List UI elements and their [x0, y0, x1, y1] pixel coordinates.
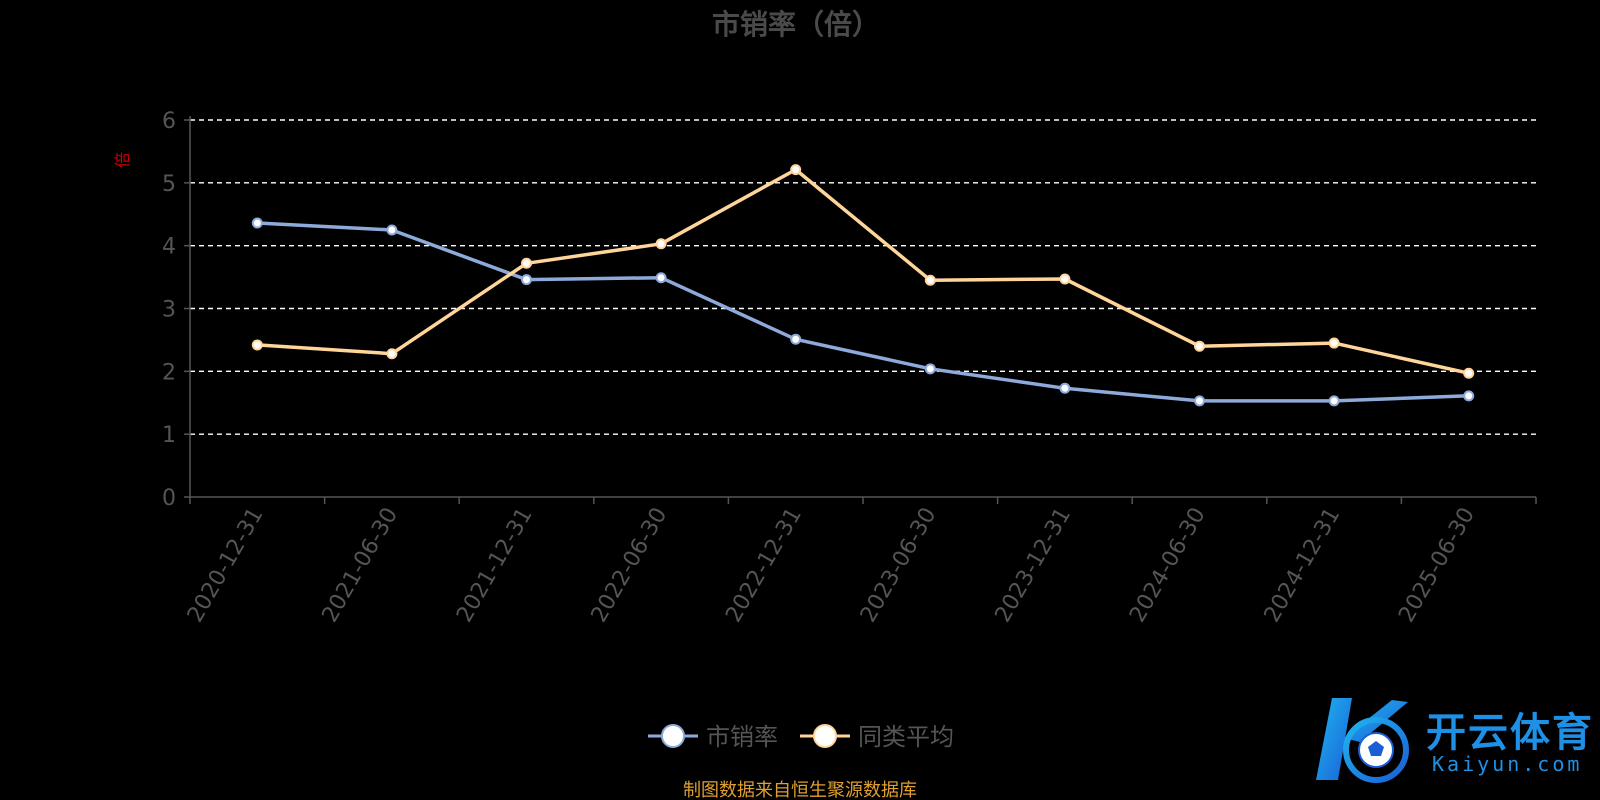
x-tick-label: 2020-12-31 [183, 504, 269, 627]
x-tick-label: 2021-12-31 [452, 504, 538, 627]
football-logo-icon [1316, 698, 1409, 783]
legend-label-1[interactable]: 市销率 [706, 723, 778, 751]
data-point-2[interactable] [924, 274, 936, 286]
y-tick-label: 0 [162, 486, 176, 511]
y-tick-label: 1 [162, 423, 176, 448]
data-point-1[interactable] [1059, 382, 1071, 394]
y-tick-label: 2 [162, 360, 176, 385]
chart-title: 市销率（倍） [712, 8, 880, 41]
data-point-2[interactable] [655, 238, 667, 250]
x-tick-label: 2021-06-30 [318, 504, 404, 627]
x-tick-label: 2023-06-30 [856, 504, 942, 627]
data-point-2[interactable] [1328, 337, 1340, 349]
data-point-2[interactable] [1194, 340, 1205, 352]
data-point-1[interactable] [386, 224, 398, 236]
x-tick-label: 2024-12-31 [1260, 504, 1346, 627]
series [251, 164, 1475, 407]
gridlines [190, 119, 1536, 435]
y-tick-label: 6 [162, 109, 176, 134]
legend-marker-2[interactable] [813, 724, 837, 748]
data-point-1[interactable] [655, 272, 667, 284]
y-axis-label: 倍 [113, 152, 132, 168]
data-point-2[interactable] [521, 257, 532, 269]
watermark: 开云体育 Kaiyun.com [1308, 694, 1592, 786]
y-tick-label: 4 [162, 235, 176, 260]
data-point-2[interactable] [790, 164, 802, 176]
data-point-2[interactable] [386, 348, 398, 360]
data-point-1[interactable] [1463, 390, 1475, 402]
x-tick-label: 2025-06-30 [1394, 504, 1480, 627]
legend: 市销率 同类平均 [648, 723, 954, 751]
watermark-domain: Kaiyun.com [1432, 752, 1583, 776]
legend-marker-1[interactable] [661, 724, 685, 748]
data-point-1[interactable] [1194, 395, 1205, 407]
x-tick-label: 2023-12-31 [991, 504, 1077, 627]
series-line-2 [257, 167, 1470, 375]
x-tick-label: 2022-12-31 [721, 504, 807, 627]
legend-label-2[interactable]: 同类平均 [858, 723, 954, 751]
data-point-1[interactable] [790, 333, 802, 345]
y-tick-label: 5 [162, 172, 176, 197]
data-point-2[interactable] [1059, 273, 1071, 285]
source-note: 制图数据来自恒生聚源数据库 [683, 780, 917, 800]
data-point-1[interactable] [924, 363, 936, 375]
data-point-2[interactable] [1463, 367, 1475, 379]
x-tick-label: 2024-06-30 [1125, 504, 1211, 627]
x-tick-labels: 2020-12-31 2021-06-30 2021-12-31 2022-06-30… [183, 504, 1480, 627]
data-point-1[interactable] [521, 274, 532, 286]
axes [184, 116, 1537, 504]
y-tick-labels: 0 1 2 3 4 5 6 [162, 109, 176, 511]
data-point-2[interactable] [251, 339, 263, 351]
x-tick-label: 2022-06-30 [587, 504, 673, 627]
y-tick-label: 3 [162, 298, 176, 323]
data-point-1[interactable] [1328, 395, 1340, 407]
data-point-1[interactable] [251, 217, 263, 229]
series-line-1 [257, 221, 1469, 403]
watermark-brand: 开云体育 [1426, 710, 1594, 756]
